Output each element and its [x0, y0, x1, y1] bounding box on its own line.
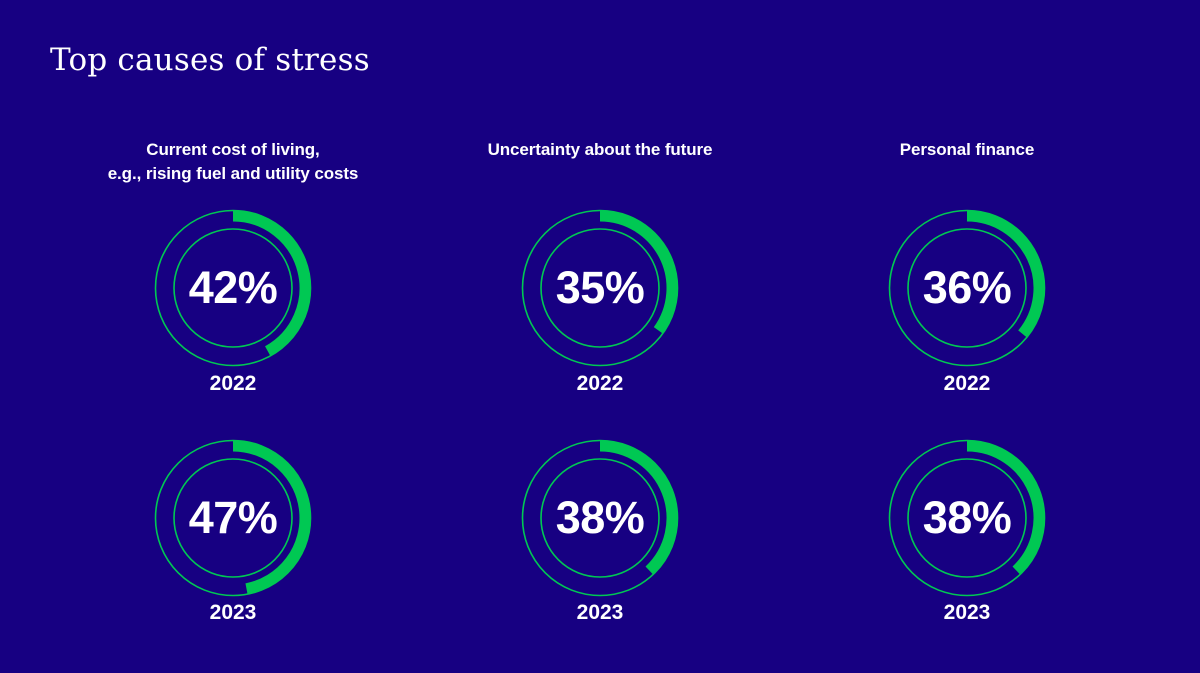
category-label-line: Personal finance: [899, 140, 1035, 159]
page-title: Top causes of stress: [50, 42, 370, 78]
year-label: 2022: [576, 372, 624, 395]
category-label-cost-of-living: Current cost of living, e.g., rising fuel…: [73, 138, 393, 186]
donut-uncertainty-2022: 35%: [520, 208, 680, 368]
donut-personal-finance-2023: 38%: [887, 438, 1047, 598]
donut-cost-of-living-2022: 42%: [153, 208, 313, 368]
donut-svg: [154, 439, 312, 597]
donut-value-arc: [966, 210, 1045, 338]
donut-svg: [521, 209, 679, 367]
category-label-personal-finance: Personal finance: [807, 138, 1127, 162]
donut-inner-ring: [907, 228, 1027, 348]
donut-svg: [888, 209, 1046, 367]
donut-inner-ring: [173, 458, 293, 578]
year-label: 2022: [943, 372, 991, 395]
percentage-label: 36%: [922, 262, 1012, 313]
donut-svg: [888, 439, 1046, 597]
donut-svg: [521, 439, 679, 597]
donut-svg: [154, 209, 312, 367]
column-personal-finance: Personal finance 36% 2022 38% 2023: [807, 0, 1127, 673]
category-label-line: e.g., rising fuel and utility costs: [107, 164, 359, 183]
category-label-line: Current cost of living,: [146, 140, 320, 159]
donut-value-arc: [599, 210, 678, 334]
donut-personal-finance-2022: 36%: [887, 208, 1047, 368]
donut-value-arc: [966, 440, 1045, 575]
donut-cost-of-living-2023: 47%: [153, 438, 313, 598]
donut-inner-ring: [173, 228, 293, 348]
category-label-uncertainty: Uncertainty about the future: [440, 138, 760, 162]
donut-uncertainty-2023: 38%: [520, 438, 680, 598]
donut-inner-ring: [540, 228, 660, 348]
donut-inner-ring: [907, 458, 1027, 578]
donut-value-arc: [232, 210, 311, 356]
percentage-label: 38%: [555, 492, 645, 543]
category-label-line: Uncertainty about the future: [487, 140, 713, 159]
percentage-label: 47%: [188, 492, 278, 543]
percentage-label: 35%: [555, 262, 645, 313]
column-uncertainty: Uncertainty about the future 35% 2022 38% 20…: [440, 0, 760, 673]
year-label: 2023: [209, 601, 257, 624]
year-label: 2023: [943, 601, 991, 624]
percentage-label: 38%: [922, 492, 1012, 543]
year-label: 2023: [576, 601, 624, 624]
donut-value-arc: [232, 440, 311, 595]
donut-value-arc: [599, 440, 678, 575]
column-cost-of-living: Current cost of living, e.g., rising fuel…: [73, 0, 393, 673]
percentage-label: 42%: [188, 262, 278, 313]
year-label: 2022: [209, 372, 257, 395]
donut-inner-ring: [540, 458, 660, 578]
